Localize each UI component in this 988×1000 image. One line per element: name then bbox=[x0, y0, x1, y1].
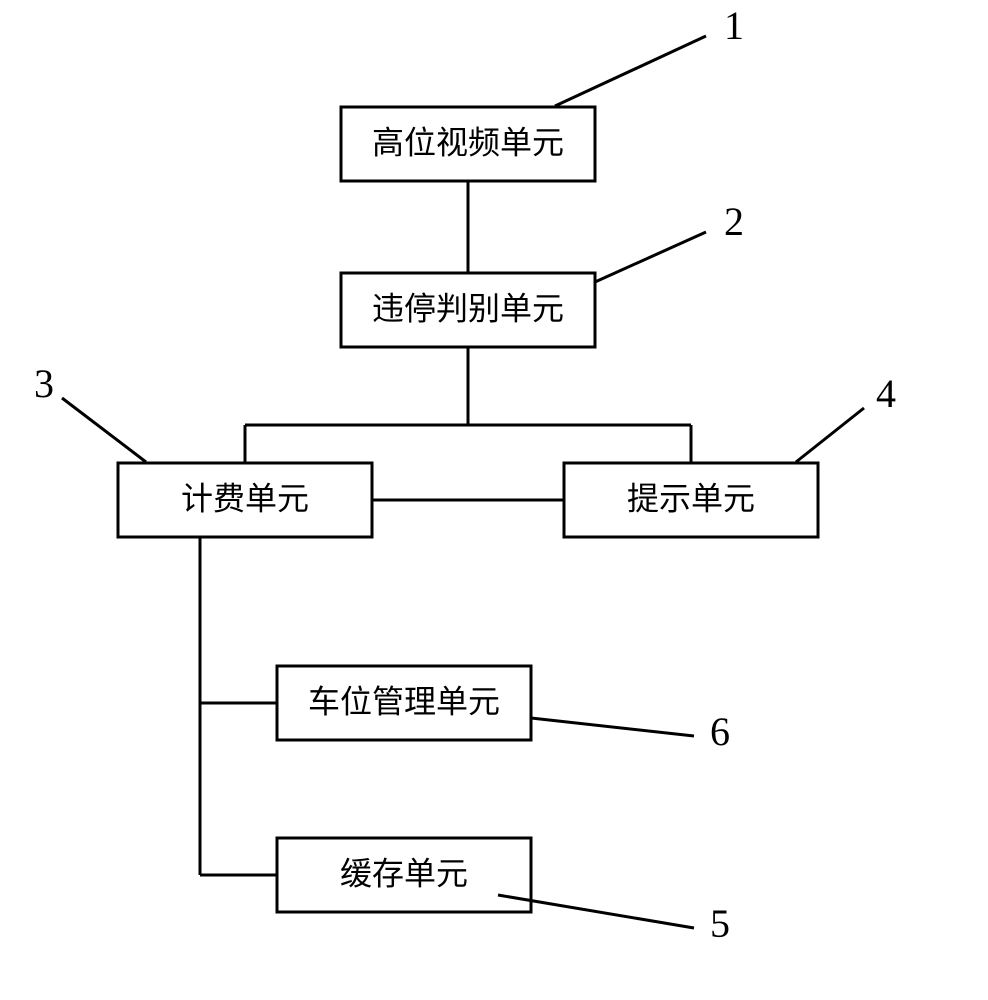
node-2: 违停判别单元 bbox=[341, 273, 595, 347]
pointer-4-line bbox=[796, 408, 864, 462]
pointer-1-number: 1 bbox=[724, 3, 744, 48]
pointer-2-line bbox=[595, 232, 706, 282]
node-6-label: 车位管理单元 bbox=[308, 683, 500, 719]
node-4: 提示单元 bbox=[564, 463, 818, 537]
pointer-2-number: 2 bbox=[724, 199, 744, 244]
pointer-5-number: 5 bbox=[710, 901, 730, 946]
pointer-3-line bbox=[62, 398, 146, 462]
node-1: 高位视频单元 bbox=[341, 107, 595, 181]
node-4-label: 提示单元 bbox=[627, 480, 755, 516]
pointer-3-number: 3 bbox=[34, 361, 54, 406]
node-3: 计费单元 bbox=[118, 463, 372, 537]
pointer-1-line bbox=[555, 36, 706, 106]
node-6: 车位管理单元 bbox=[277, 666, 531, 740]
node-1-label: 高位视频单元 bbox=[372, 124, 564, 160]
node-5: 缓存单元 bbox=[277, 838, 531, 912]
pointer-6-number: 6 bbox=[710, 709, 730, 754]
flowchart-diagram: 高位视频单元 违停判别单元 计费单元 提示单元 车位管理单元 缓存单元 1 2 … bbox=[0, 0, 988, 1000]
pointer-6-line bbox=[531, 718, 694, 736]
node-2-label: 违停判别单元 bbox=[372, 290, 564, 326]
node-3-label: 计费单元 bbox=[181, 480, 309, 516]
node-5-label: 缓存单元 bbox=[340, 855, 468, 891]
pointer-4-number: 4 bbox=[876, 371, 896, 416]
